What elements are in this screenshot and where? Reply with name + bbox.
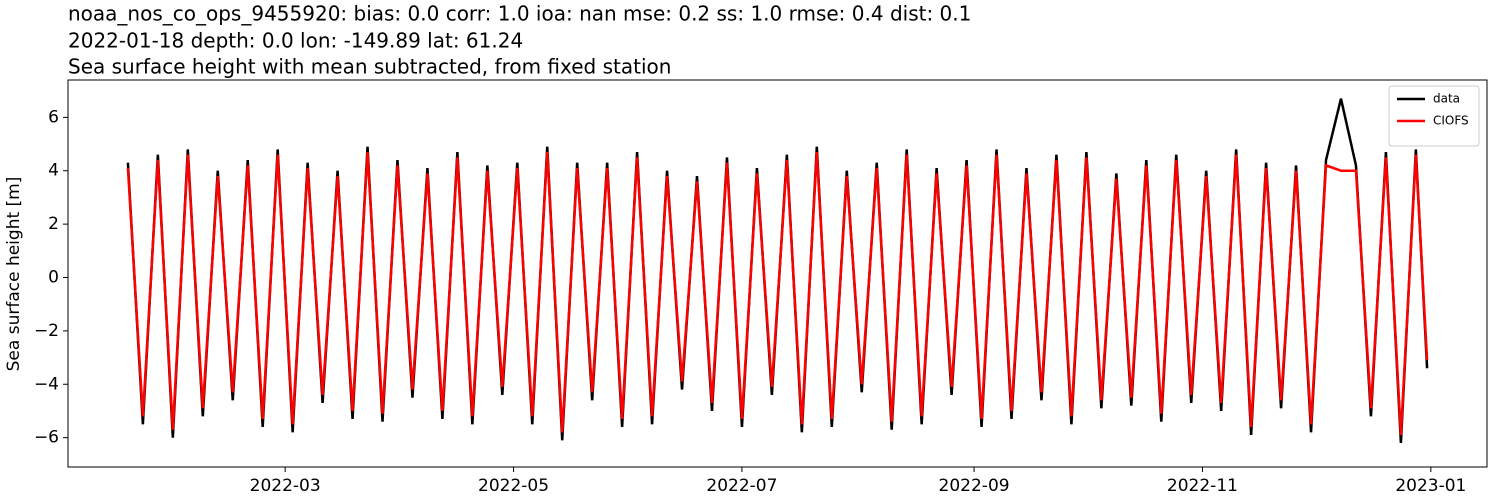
title-line: Sea surface height with mean subtracted,…	[68, 55, 671, 79]
y-tick-label: 0	[48, 268, 59, 288]
y-tick-label: −6	[34, 428, 59, 448]
x-tick-label: 2022-09	[939, 476, 1010, 496]
title-line: 2022-01-18 depth: 0.0 lon: -149.89 lat: …	[68, 29, 523, 53]
x-tick-label: 2023-01	[1395, 476, 1466, 496]
x-tick-label: 2022-05	[478, 476, 549, 496]
legend-box	[1388, 85, 1480, 147]
y-tick-label: 2	[48, 214, 59, 234]
y-tick-label: −2	[34, 321, 59, 341]
plot-area	[126, 98, 1429, 444]
y-tick-label: 4	[48, 161, 59, 181]
y-axis-label: Sea surface height [m]	[4, 177, 24, 372]
x-tick-label: 2022-03	[250, 476, 321, 496]
title-line: noaa_nos_co_ops_9455920: bias: 0.0 corr:…	[68, 2, 971, 26]
axes-frame	[67, 79, 1488, 468]
y-tick-label: 6	[48, 107, 59, 127]
x-tick-label: 2022-07	[706, 476, 777, 496]
series-line	[126, 151, 1429, 436]
y-tick-label: −4	[34, 374, 59, 394]
legend-label: CIOFS	[1433, 114, 1469, 128]
x-tick-label: 2022-11	[1167, 476, 1238, 496]
legend-label: data	[1433, 92, 1460, 106]
